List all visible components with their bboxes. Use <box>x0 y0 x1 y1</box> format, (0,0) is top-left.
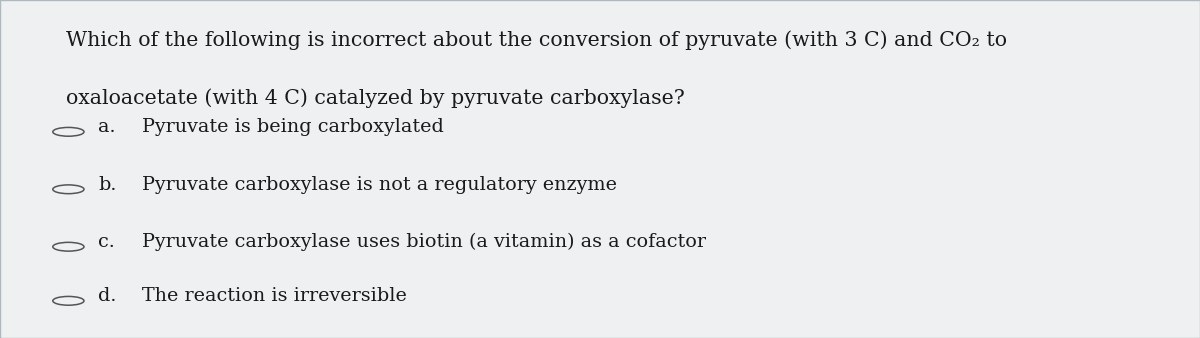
Text: The reaction is irreversible: The reaction is irreversible <box>142 287 407 305</box>
Text: oxaloacetate (with 4 C) catalyzed by pyruvate carboxylase?: oxaloacetate (with 4 C) catalyzed by pyr… <box>66 88 685 107</box>
Text: a.: a. <box>98 118 116 136</box>
Text: b.: b. <box>98 176 116 194</box>
Text: c.: c. <box>98 233 115 251</box>
Text: Which of the following is incorrect about the conversion of pyruvate (with 3 C) : Which of the following is incorrect abou… <box>66 30 1007 50</box>
Text: Pyruvate is being carboxylated: Pyruvate is being carboxylated <box>142 118 444 136</box>
Text: Pyruvate carboxylase is not a regulatory enzyme: Pyruvate carboxylase is not a regulatory… <box>142 176 617 194</box>
Text: Pyruvate carboxylase uses biotin (a vitamin) as a cofactor: Pyruvate carboxylase uses biotin (a vita… <box>142 233 706 251</box>
Text: d.: d. <box>98 287 116 305</box>
